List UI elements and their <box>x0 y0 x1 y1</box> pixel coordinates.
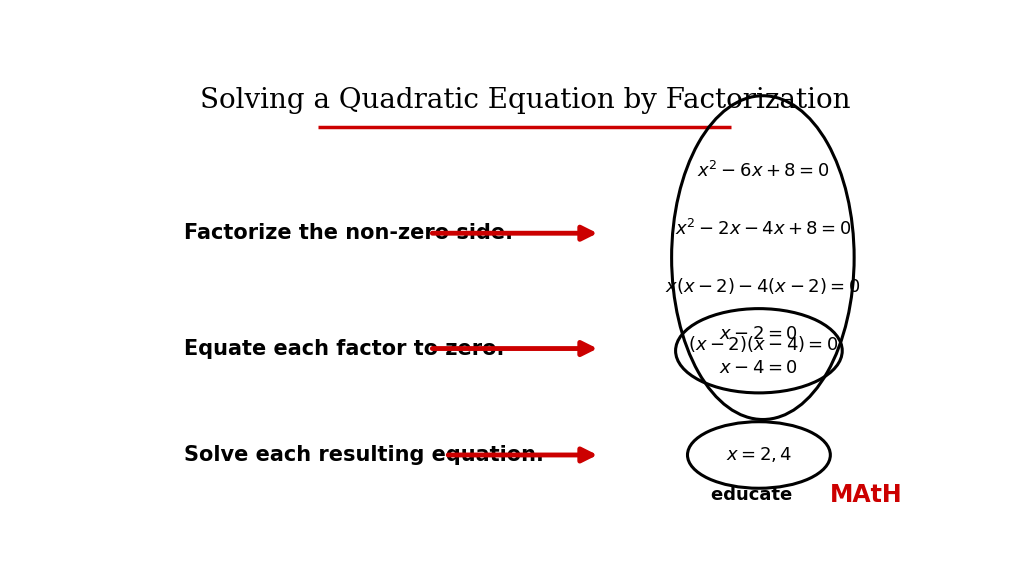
Text: $x = 2, 4$: $x = 2, 4$ <box>726 445 793 464</box>
Text: educate: educate <box>711 486 799 504</box>
Text: $x(x - 2) - 4(x - 2) = 0$: $x(x - 2) - 4(x - 2) = 0$ <box>666 276 860 297</box>
Text: $x^2 - 6x + 8 = 0$: $x^2 - 6x + 8 = 0$ <box>696 161 829 181</box>
Text: Solve each resulting equation.: Solve each resulting equation. <box>183 445 544 465</box>
Text: $x - 2 = 0$: $x - 2 = 0$ <box>720 325 799 343</box>
Text: MAtH: MAtH <box>830 483 903 507</box>
Text: $x - 4 = 0$: $x - 4 = 0$ <box>720 359 799 377</box>
Text: Equate each factor to zero.: Equate each factor to zero. <box>183 339 504 358</box>
Text: $x^2 - 2x - 4x + 8 = 0$: $x^2 - 2x - 4x + 8 = 0$ <box>675 219 851 239</box>
Text: Solving a Quadratic Equation by Factorization: Solving a Quadratic Equation by Factoriz… <box>200 86 850 113</box>
Text: Factorize the non-zero side.: Factorize the non-zero side. <box>183 223 513 243</box>
Text: $(x - 2)(x - 4) = 0$: $(x - 2)(x - 4) = 0$ <box>687 334 839 354</box>
